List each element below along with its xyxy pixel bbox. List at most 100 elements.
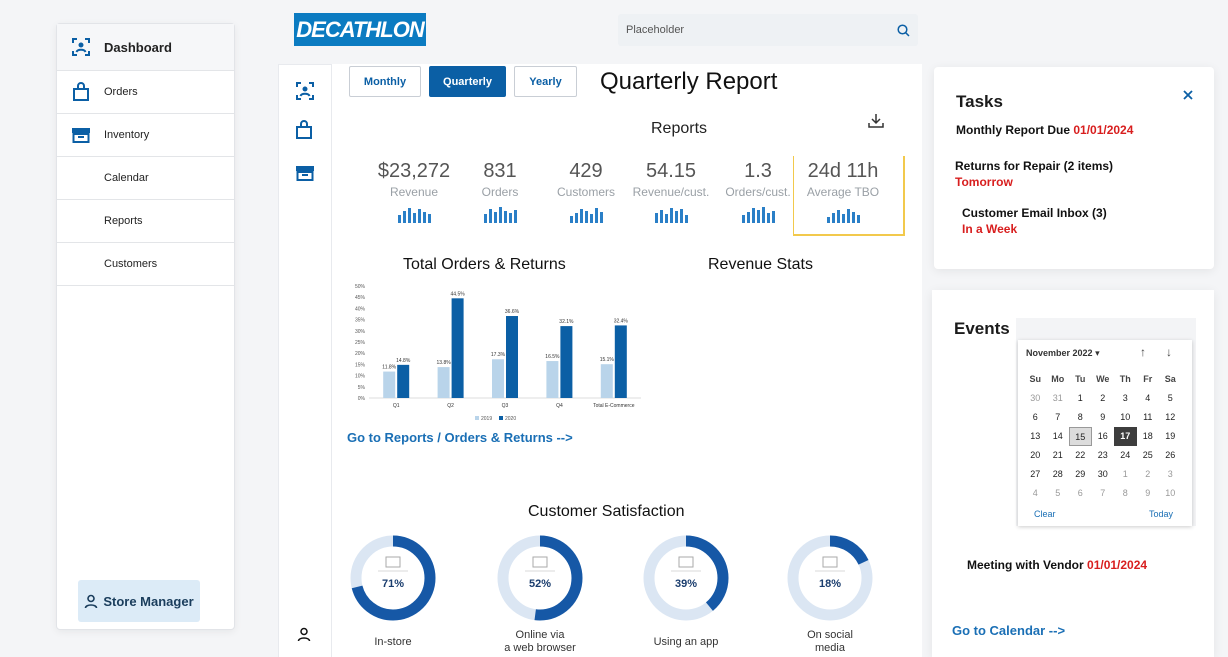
calendar-day[interactable]: 16 xyxy=(1097,431,1108,441)
task-item[interactable]: Monthly Report Due 01/01/2024 xyxy=(956,123,1133,137)
close-icon[interactable] xyxy=(1182,88,1194,106)
calendar-day[interactable]: 19 xyxy=(1165,431,1176,441)
calendar-day[interactable]: 7 xyxy=(1055,412,1061,422)
calendar-day[interactable]: 30 xyxy=(1097,469,1108,479)
calendar-day[interactable]: 10 xyxy=(1120,412,1131,422)
quarterly-button[interactable]: Quarterly xyxy=(429,66,506,97)
inventory-icon[interactable] xyxy=(295,164,315,187)
bar-2020 xyxy=(397,364,410,398)
sidebar-item-customers[interactable]: Customers xyxy=(57,243,234,286)
monthly-button[interactable]: Monthly xyxy=(349,66,421,97)
calendar-day[interactable]: 18 xyxy=(1142,431,1153,441)
calendar-day[interactable]: 5 xyxy=(1167,393,1173,403)
y-tick-label: 35% xyxy=(355,318,366,324)
sparkline-bar xyxy=(594,208,598,223)
donut-fill xyxy=(643,535,729,621)
bar-2019 xyxy=(492,359,504,398)
kpi-card[interactable]: $23,272 Revenue xyxy=(364,160,464,223)
calendar-weekday: Fr xyxy=(1143,374,1153,384)
kpi-card[interactable]: 429 Customers xyxy=(536,160,636,223)
calendar-day[interactable]: 1 xyxy=(1122,469,1128,479)
calendar-day[interactable]: 4 xyxy=(1145,393,1151,403)
calendar-day[interactable]: 27 xyxy=(1030,469,1041,479)
sidebar-item-label: Inventory xyxy=(104,129,150,141)
calendar-day[interactable]: 31 xyxy=(1052,393,1063,403)
calendar-day[interactable]: 23 xyxy=(1097,450,1108,460)
calendar-day[interactable]: 9 xyxy=(1100,412,1106,422)
calendar-day[interactable]: 6 xyxy=(1077,488,1083,498)
calendar-day[interactable]: 5 xyxy=(1055,488,1061,498)
calendar-day[interactable]: 7 xyxy=(1100,488,1106,498)
phone-icon xyxy=(678,556,694,568)
x-tick-label: Q2 xyxy=(447,403,454,409)
calendar-month-select[interactable]: November 2022 ▾ xyxy=(1026,348,1100,359)
sidebar-item-calendar[interactable]: Calendar xyxy=(57,157,234,200)
calendar-day[interactable]: 15 xyxy=(1069,427,1092,446)
calendar-day[interactable]: 2 xyxy=(1100,393,1106,403)
download-icon[interactable] xyxy=(867,113,885,134)
donut-value: 52% xyxy=(529,578,551,590)
calendar-clear-button[interactable]: Clear xyxy=(1034,509,1056,519)
calendar-day[interactable]: 12 xyxy=(1165,412,1176,422)
calendar-day[interactable]: 26 xyxy=(1165,450,1176,460)
calendar-day[interactable]: 22 xyxy=(1075,450,1086,460)
calendar-day[interactable]: 25 xyxy=(1142,450,1153,460)
dashboard-icon[interactable] xyxy=(295,81,315,106)
calendar-day[interactable]: 13 xyxy=(1030,431,1041,441)
yearly-button[interactable]: Yearly xyxy=(514,66,577,97)
calendar-day[interactable]: 8 xyxy=(1122,488,1128,498)
event-item[interactable]: Meeting with Vendor 01/01/2024 xyxy=(967,558,1147,572)
kpi-card[interactable]: 1.3 Orders/cust. xyxy=(708,160,808,223)
bag-icon[interactable] xyxy=(295,120,313,145)
y-tick-label: 25% xyxy=(355,340,366,346)
sidebar-item-orders[interactable]: Orders xyxy=(57,71,234,114)
calendar-link[interactable]: Go to Calendar --> xyxy=(952,623,1066,638)
calendar-widget: November 2022 ▾ ↑ ↓ Su Mo Tu We Th Fr Sa 30 31 1 2… xyxy=(1016,318,1196,526)
calendar-day[interactable]: 17 xyxy=(1114,427,1137,446)
kpi-card[interactable]: 54.15 Revenue/cust. xyxy=(621,160,721,223)
y-tick-label: 5% xyxy=(358,385,366,391)
kpi-label: Orders/cust. xyxy=(725,185,791,199)
calendar-day[interactable]: 9 xyxy=(1145,488,1151,498)
sidebar-item-reports[interactable]: Reports xyxy=(57,200,234,243)
arrow-down-icon[interactable]: ↓ xyxy=(1166,345,1172,359)
calendar-day[interactable]: 4 xyxy=(1032,488,1038,498)
reports-link[interactable]: Go to Reports / Orders & Returns --> xyxy=(347,430,573,445)
search-icon[interactable] xyxy=(897,23,910,37)
calendar-day[interactable]: 20 xyxy=(1030,450,1041,460)
arrow-up-icon[interactable]: ↑ xyxy=(1140,345,1146,359)
calendar-day[interactable]: 3 xyxy=(1167,469,1173,479)
store-manager-button[interactable]: Store Manager xyxy=(78,580,200,622)
calendar-weekday: Tu xyxy=(1075,374,1086,384)
x-tick-label: Q4 xyxy=(556,403,563,409)
calendar-day[interactable]: 3 xyxy=(1122,393,1128,403)
sidebar-item-inventory[interactable]: Inventory xyxy=(57,114,234,157)
calendar-day[interactable]: 8 xyxy=(1077,412,1083,422)
user-icon[interactable] xyxy=(297,627,311,647)
calendar-day[interactable]: 1 xyxy=(1077,393,1083,403)
bar-2020 xyxy=(614,325,627,398)
bar-2020 xyxy=(506,316,518,398)
calendar-day[interactable]: 24 xyxy=(1120,450,1131,460)
kpi-card[interactable]: 24d 11h Average TBO xyxy=(793,160,893,223)
calendar-day[interactable]: 30 xyxy=(1030,393,1041,403)
calendar-day[interactable]: 29 xyxy=(1075,469,1086,479)
calendar-day[interactable]: 21 xyxy=(1052,450,1063,460)
calendar-day[interactable]: 6 xyxy=(1032,412,1038,422)
donut-label-line: a web browser xyxy=(504,642,576,654)
inventory-icon xyxy=(57,126,104,144)
search-input[interactable]: Placeholder xyxy=(618,14,918,46)
calendar-day[interactable]: 28 xyxy=(1052,469,1063,479)
calendar-today-button[interactable]: Today xyxy=(1149,509,1174,519)
calendar-day[interactable]: 2 xyxy=(1145,469,1151,479)
task-item[interactable]: Returns for Repair (2 items) Tomorrow xyxy=(955,159,1113,189)
bar-2020 xyxy=(451,298,464,398)
task-item[interactable]: Customer Email Inbox (3) In a Week xyxy=(962,206,1107,236)
kpi-card[interactable]: 831 Orders xyxy=(450,160,550,223)
calendar-day[interactable]: 11 xyxy=(1143,412,1153,422)
calendar-day[interactable]: 14 xyxy=(1052,431,1063,441)
sidebar-item-dashboard[interactable]: Dashboard xyxy=(57,24,234,71)
sparkline-bar xyxy=(498,207,502,223)
decathlon-logo[interactable]: DECATHLON xyxy=(294,13,426,46)
calendar-day[interactable]: 10 xyxy=(1165,488,1176,498)
